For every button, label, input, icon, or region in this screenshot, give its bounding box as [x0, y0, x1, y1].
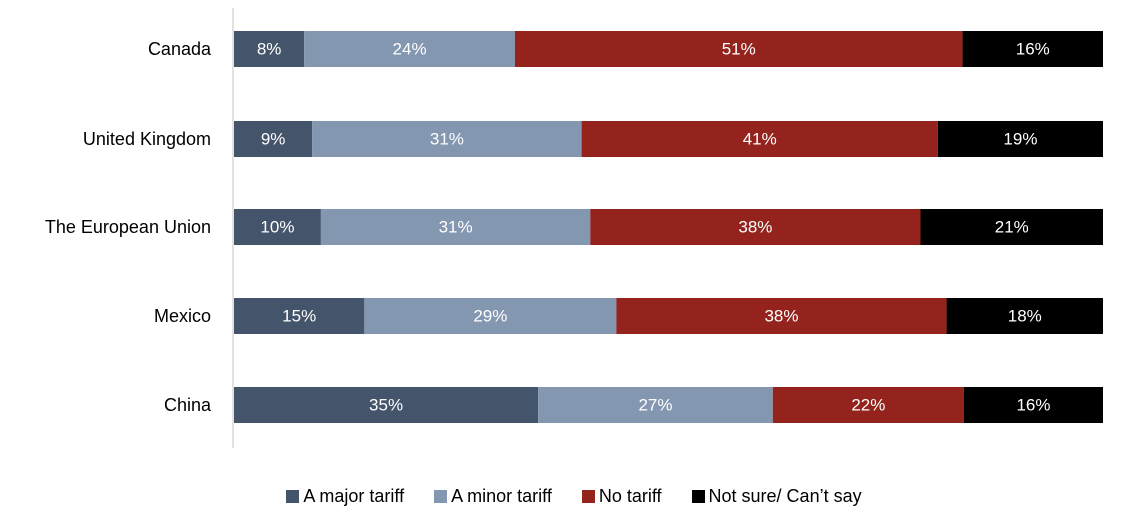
data-label: 9%: [261, 130, 286, 149]
legend-swatch: [581, 490, 595, 503]
legend-item: A major tariff: [286, 486, 404, 507]
data-label: 29%: [473, 307, 507, 326]
category-label: The European Union: [45, 217, 211, 237]
data-label: 16%: [1016, 396, 1050, 415]
data-label: 10%: [260, 218, 294, 237]
legend-swatch: [434, 490, 448, 503]
legend-item: No tariff: [581, 486, 662, 507]
bar-segment: [234, 387, 539, 423]
legend-label: No tariff: [598, 486, 662, 506]
bar-segment: [320, 209, 591, 245]
bar-segment: [920, 209, 1103, 245]
data-label: 31%: [430, 130, 464, 149]
bar-segment: [581, 121, 938, 157]
legend-item: Not sure/ Can’t say: [691, 486, 862, 507]
bar-segment: [772, 387, 964, 423]
bar-segment: [616, 298, 947, 334]
data-label: 19%: [1003, 130, 1037, 149]
data-label: 8%: [257, 40, 282, 59]
legend-item: A minor tariff: [434, 486, 552, 507]
data-label: 21%: [995, 218, 1029, 237]
data-label: 27%: [638, 396, 672, 415]
data-label: 35%: [369, 396, 403, 415]
bar-segment: [364, 298, 617, 334]
data-label: 38%: [764, 307, 798, 326]
category-label: Mexico: [154, 306, 211, 326]
bar-segment: [234, 298, 365, 334]
legend-label: A minor tariff: [451, 486, 552, 506]
legend-label: A major tariff: [303, 486, 405, 506]
legend-swatch: [286, 490, 300, 503]
category-label: United Kingdom: [83, 129, 211, 149]
bar-segment: [962, 31, 1103, 67]
data-label: 51%: [722, 40, 756, 59]
data-label: 41%: [743, 130, 777, 149]
data-label: 15%: [282, 307, 316, 326]
data-label: 24%: [393, 40, 427, 59]
bar-segment: [234, 209, 321, 245]
data-label: 18%: [1008, 307, 1042, 326]
bar-segment: [234, 121, 313, 157]
bar-segment: [312, 121, 582, 157]
bar-segment: [946, 298, 1103, 334]
category-labels-group: Canada United Kingdom The European Union Me…: [45, 39, 212, 415]
data-label: 38%: [738, 218, 772, 237]
legend-label: Not sure/ Can’t say: [708, 486, 862, 506]
data-label: 16%: [1016, 40, 1050, 59]
legend: A major tariff A minor tariff No tariff Not…: [0, 486, 1148, 507]
category-label: Canada: [148, 39, 212, 59]
bar-segment: [304, 31, 515, 67]
bar-segment: [514, 31, 963, 67]
bar-segment: [538, 387, 773, 423]
bar-segment: [937, 121, 1103, 157]
bars-group: 8% 24% 51% 16% 9% 31% 41% 19% 10% 31% 38% 21% 15% 29%…: [234, 31, 1103, 423]
bar-segment: [590, 209, 921, 245]
bar-segment: [234, 31, 305, 67]
legend-swatch: [691, 490, 705, 503]
bar-segment: [963, 387, 1103, 423]
category-label: China: [164, 395, 212, 415]
data-label: 31%: [439, 218, 473, 237]
data-label: 22%: [851, 396, 885, 415]
